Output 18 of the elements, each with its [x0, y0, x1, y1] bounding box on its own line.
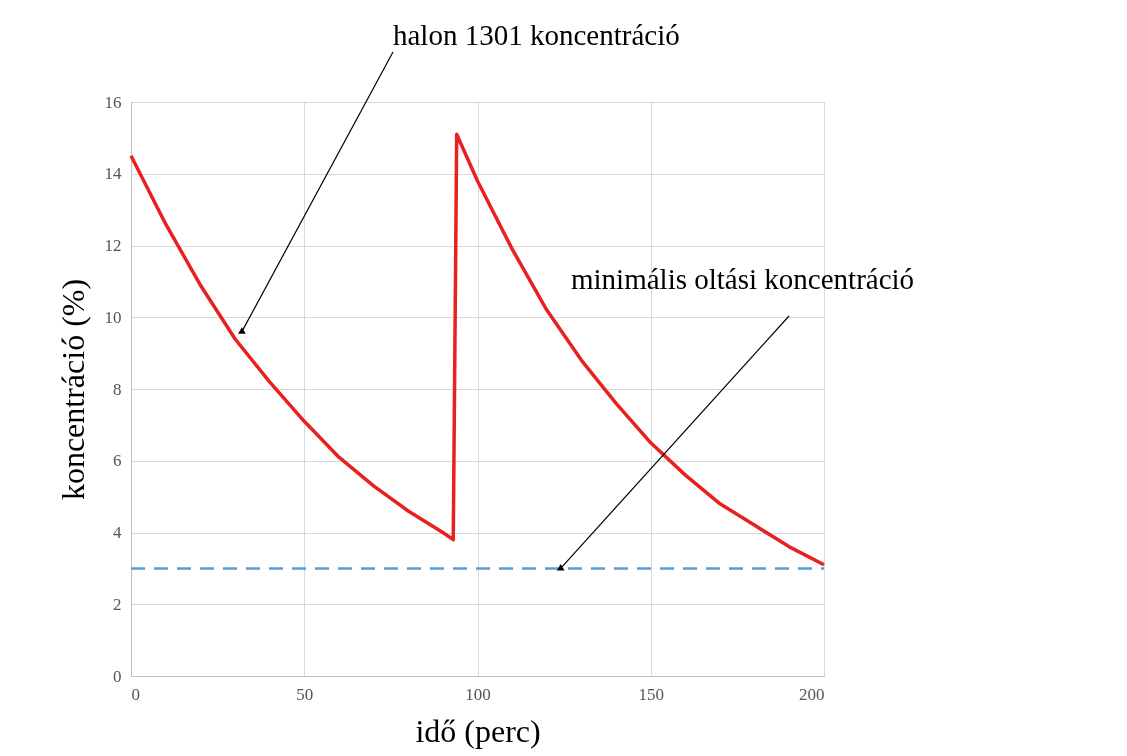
y-tick-label: 0	[113, 666, 122, 686]
y-tick-label: 16	[104, 92, 122, 112]
annotation: minimális oltási koncentráció	[571, 263, 915, 295]
y-tick-label: 4	[113, 523, 122, 542]
x-tick-label: 150	[638, 684, 664, 704]
y-axis-title: koncentráció (%)	[54, 278, 91, 501]
y-tick-label: 8	[113, 379, 122, 399]
y-tick-label: 12	[104, 236, 122, 255]
y-tick-label: 2	[113, 594, 122, 614]
x-tick-label: 50	[296, 684, 314, 704]
x-axis-title: idő (perc)	[415, 712, 541, 749]
x-tick-label: 0	[131, 684, 140, 704]
y-tick-label: 14	[104, 164, 122, 184]
x-tick-label: 100	[465, 684, 491, 704]
y-tick-label: 6	[113, 451, 122, 471]
x-tick-label: 200	[799, 684, 825, 704]
annotation: halon 1301 koncentráció	[393, 19, 680, 51]
y-tick-label: 10	[104, 307, 122, 327]
